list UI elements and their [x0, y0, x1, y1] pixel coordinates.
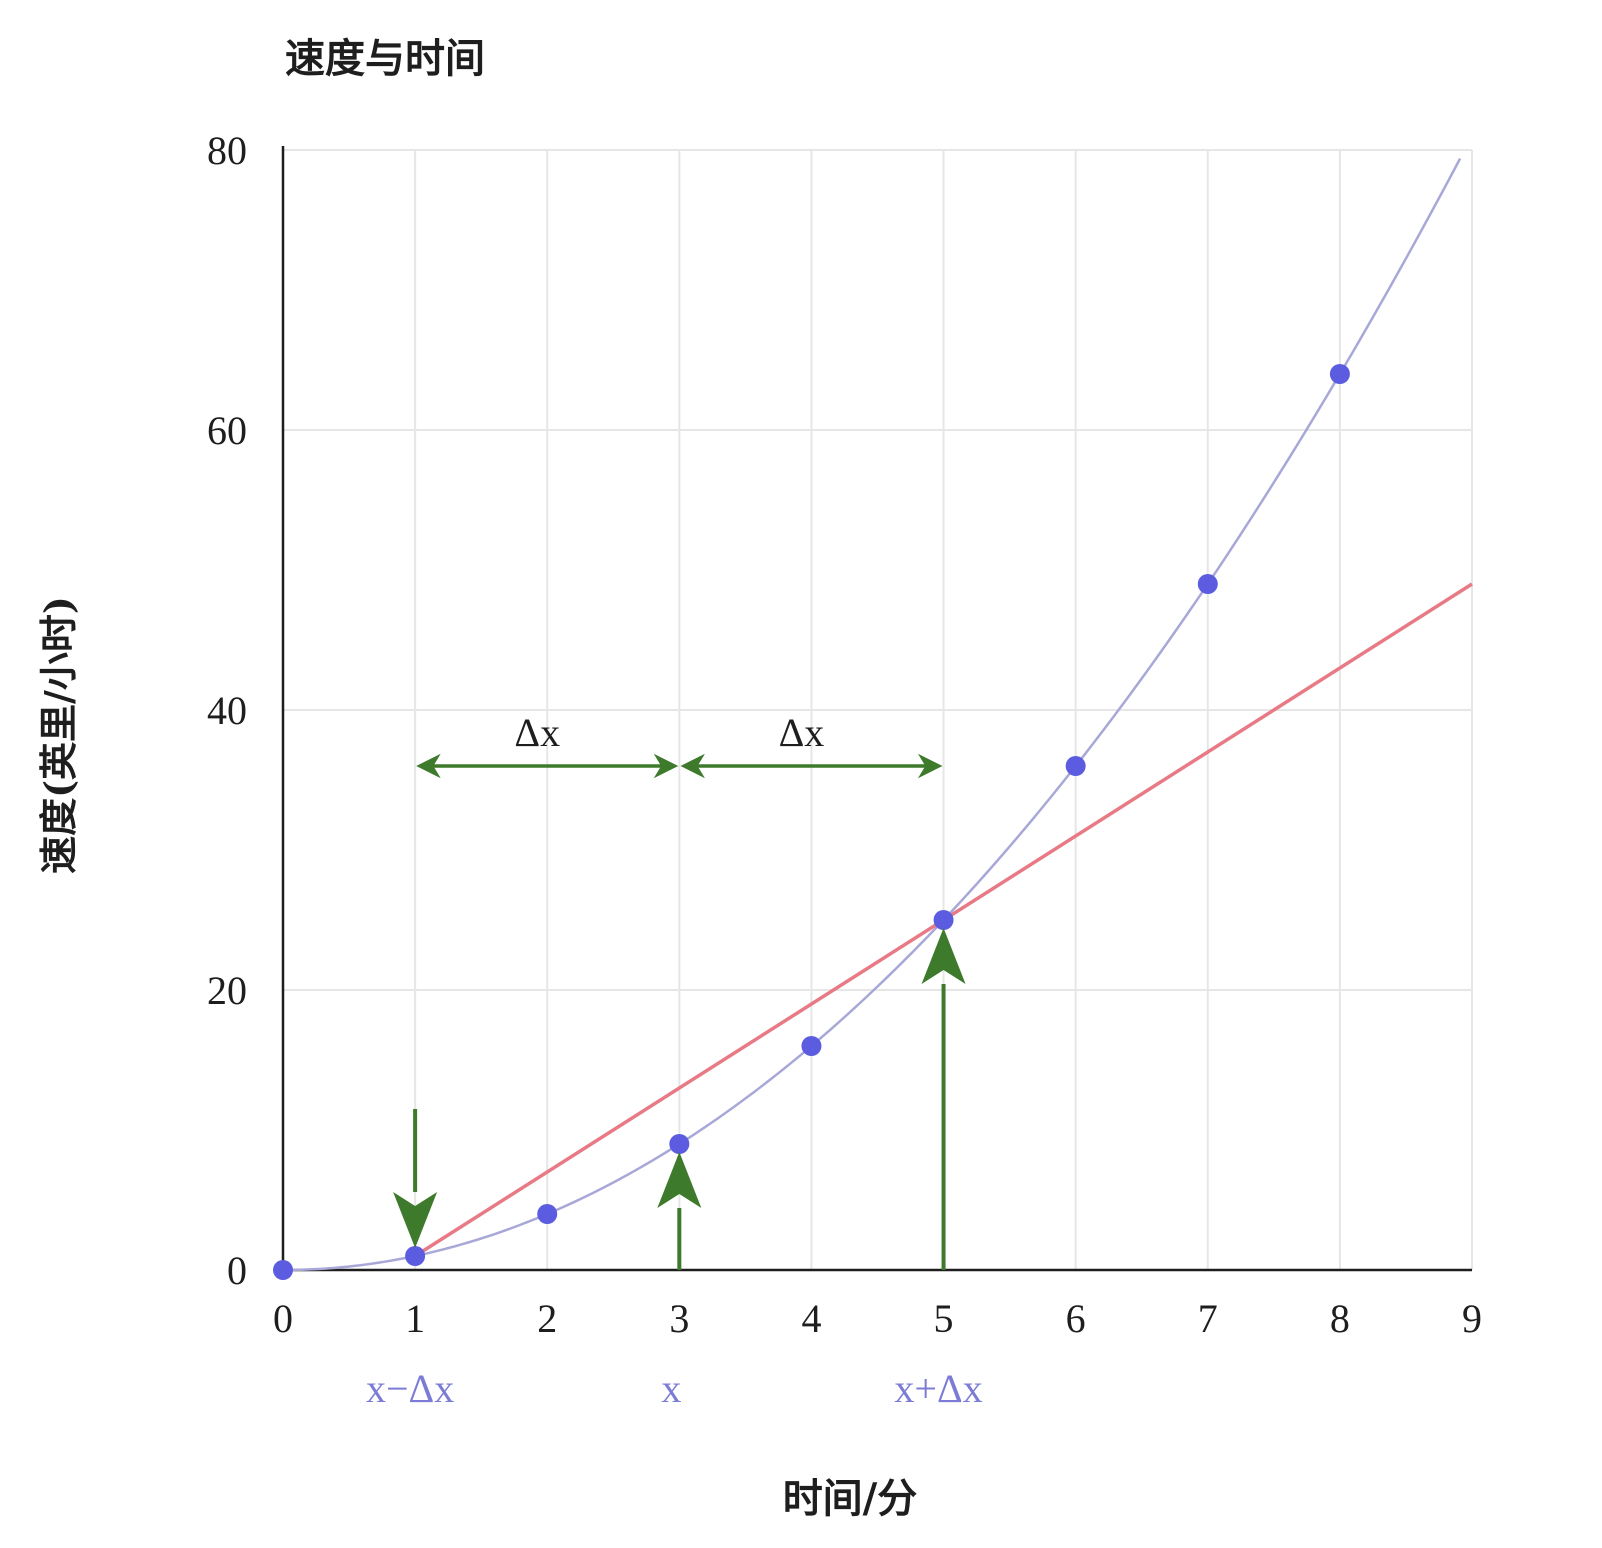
arrow-up-icon: [657, 1152, 702, 1208]
y-axis-label: 速度(英里/小时): [36, 596, 81, 874]
data-point: [405, 1246, 426, 1266]
data-point: [1065, 756, 1086, 776]
x-axis-label: 时间/分: [783, 1475, 918, 1522]
x-tick-label: 5: [934, 1296, 954, 1341]
x-tick-label: 6: [1066, 1296, 1086, 1341]
y-tick-label: 40: [207, 688, 247, 733]
x-tick-label: 1: [405, 1296, 425, 1341]
points-layer: [273, 364, 1350, 1280]
curve-line: [282, 157, 1462, 1272]
y-tick-label: 60: [207, 408, 247, 453]
y-tick-labels: 0 20 40 60 80: [207, 128, 247, 1293]
chart-title: 速度与时间: [285, 35, 485, 82]
arrow-up-icon: [921, 928, 966, 984]
data-point: [933, 910, 954, 930]
y-tick-label: 80: [207, 128, 247, 173]
data-point: [1197, 574, 1218, 594]
x-tick-label: 4: [801, 1296, 821, 1341]
curve-layer: [282, 157, 1462, 1272]
x-tick-labels: 0 1 2 3 4 5 6 7 8 9: [273, 1296, 1482, 1341]
x-tick-label: 2: [537, 1296, 557, 1341]
x-marker-labels: x−Δx x x+Δx: [366, 1366, 983, 1411]
arrow-down-icon: [393, 1192, 438, 1248]
x-tick-label: 3: [669, 1296, 689, 1341]
data-point: [801, 1036, 822, 1056]
x-marker-label: x: [661, 1366, 681, 1411]
x-tick-label: 9: [1462, 1296, 1482, 1341]
x-tick-label: 7: [1198, 1296, 1218, 1341]
data-point: [273, 1260, 293, 1280]
data-point: [669, 1134, 690, 1154]
x-marker-label: x−Δx: [366, 1366, 454, 1411]
axes: [281, 146, 1472, 1272]
data-point: [537, 1204, 558, 1224]
delta-spans: Δx Δx: [416, 710, 943, 779]
arrows-layer: [393, 928, 966, 1270]
y-tick-label: 20: [207, 968, 247, 1013]
x-tick-label: 0: [273, 1296, 293, 1341]
grid: [283, 149, 1473, 1270]
delta-label: Δx: [779, 710, 825, 755]
x-marker-label: x+Δx: [894, 1366, 982, 1411]
data-point: [1329, 364, 1350, 384]
x-tick-label: 8: [1330, 1296, 1350, 1341]
delta-label: Δx: [514, 710, 560, 755]
y-tick-label: 0: [227, 1248, 247, 1293]
